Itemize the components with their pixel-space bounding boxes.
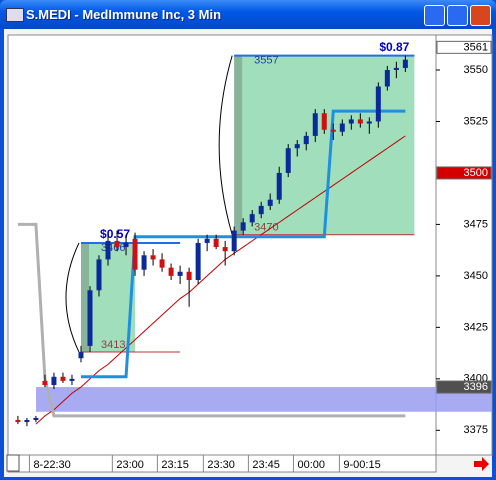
candle-body [222,247,228,252]
price-marker-label: 3396 [464,381,488,393]
price-marker-label: 3561 [464,41,488,53]
x-tick-label: 23:00 [116,459,144,471]
candle-body [42,380,48,385]
candle-body [114,240,120,248]
x-tick-label: 23:45 [252,459,280,471]
support-band [36,387,492,412]
candle-body [87,290,93,346]
candle-body [186,271,192,280]
y-tick-label: 3475 [464,218,488,230]
candle-body [357,119,363,124]
candle-body [159,259,165,268]
candle-body [384,70,390,87]
candle-body [393,67,399,70]
range-high-label: 3466 [101,242,125,254]
candle-body [96,259,102,291]
candle-body [123,242,129,248]
close-button[interactable] [470,5,491,26]
candle-body [276,172,282,200]
candle-body [168,267,174,276]
price-marker [436,166,492,180]
candle-body [15,420,21,423]
candle-body [240,222,246,231]
candle-body [105,240,111,260]
candle-body [267,199,273,206]
x-tick-label: 00:00 [297,459,325,471]
scroll-arrow[interactable] [474,457,489,471]
candle-body [60,376,66,381]
candle-body [258,205,264,215]
candle-body [24,420,30,423]
price-marker [436,380,492,394]
app-icon [6,8,24,22]
candle-body [204,238,210,243]
range-gain-label: $0.87 [379,40,409,54]
y-tick-label: 3550 [464,64,488,76]
candle-body [375,86,381,122]
range-bracket [218,55,233,235]
candle-body [249,214,255,223]
candle-body [141,255,147,270]
candle-body [348,119,354,124]
range-low-label: 3470 [254,222,278,234]
y-tick-label: 3375 [464,424,488,436]
price-marker-label: 3500 [464,167,488,179]
x-tick-label: 9-00:15 [343,459,380,471]
x-tick-label: 23:30 [207,459,235,471]
x-tick-label: 8-22:30 [33,459,70,471]
candle-body [339,123,345,132]
candle-body [150,255,156,260]
candle-body [330,129,336,132]
minimize-button[interactable] [424,5,445,26]
price-marker [436,40,492,54]
overlay-line [17,222,406,418]
candle-body [195,242,201,280]
range-shade [234,55,243,235]
y-tick-label: 3525 [464,115,488,127]
candle-body [285,148,291,173]
candle-body [231,230,237,252]
candle-body [51,376,57,385]
candle-body [177,271,183,276]
candle-body [69,378,75,381]
candle-body [321,113,327,130]
y-tick-label: 3425 [464,321,488,333]
scroll-box[interactable] [6,454,20,472]
candle-body [294,144,300,149]
range-shade [80,242,89,353]
y-tick-label: 3450 [464,270,488,282]
range-box [234,55,415,235]
candle-body [303,135,309,145]
candle-body [402,59,408,68]
candle-body [132,238,138,270]
x-tick-label: 23:15 [161,459,189,471]
candle-body [78,352,84,359]
overlay-line [35,135,406,425]
candle-body [213,238,219,248]
maximize-button[interactable] [447,5,468,26]
candle-body [366,121,372,124]
candle-body [312,113,318,136]
candle-body [33,417,39,420]
range-bracket [65,242,80,353]
range-high-label: 3557 [254,54,278,66]
title-bar: S.MEDI - MedImmune Inc, 3 Min [0,0,496,29]
window-title: S.MEDI - MedImmune Inc, 3 Min [26,7,222,22]
range-low-label: 3413 [101,339,125,351]
